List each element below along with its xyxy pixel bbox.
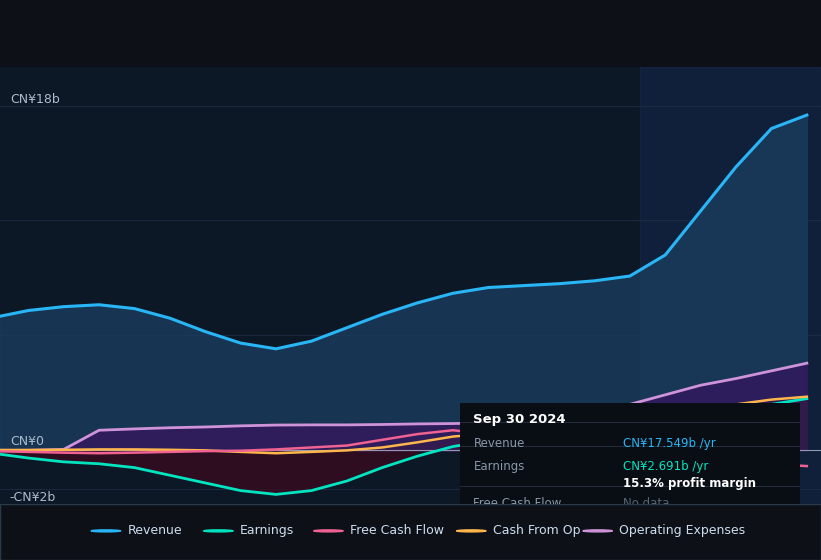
Text: Free Cash Flow: Free Cash Flow bbox=[350, 524, 443, 538]
Text: CN¥2.691b /yr: CN¥2.691b /yr bbox=[623, 460, 709, 473]
Text: No data: No data bbox=[623, 517, 670, 530]
Text: Cash From Op: Cash From Op bbox=[493, 524, 580, 538]
Circle shape bbox=[583, 530, 612, 532]
Text: CN¥0: CN¥0 bbox=[10, 435, 44, 448]
Text: Earnings: Earnings bbox=[240, 524, 294, 538]
Text: Sep 30 2024: Sep 30 2024 bbox=[474, 413, 566, 426]
Bar bbox=[640, 67, 821, 504]
Circle shape bbox=[91, 530, 121, 532]
Text: Earnings: Earnings bbox=[474, 460, 525, 473]
Text: Revenue: Revenue bbox=[127, 524, 182, 538]
Text: CN¥4.567b /yr: CN¥4.567b /yr bbox=[623, 538, 709, 550]
Text: Operating Expenses: Operating Expenses bbox=[619, 524, 745, 538]
Text: 15.3% profit margin: 15.3% profit margin bbox=[623, 478, 756, 491]
Circle shape bbox=[204, 530, 233, 532]
Text: -CN¥2b: -CN¥2b bbox=[10, 491, 56, 504]
Text: CN¥18b: CN¥18b bbox=[10, 92, 60, 105]
Text: CN¥17.549b /yr: CN¥17.549b /yr bbox=[623, 437, 716, 450]
Text: Operating Expenses: Operating Expenses bbox=[474, 538, 593, 550]
Text: Cash From Op: Cash From Op bbox=[474, 517, 556, 530]
Circle shape bbox=[456, 530, 486, 532]
Text: Free Cash Flow: Free Cash Flow bbox=[474, 497, 562, 511]
Text: No data: No data bbox=[623, 497, 670, 511]
Circle shape bbox=[314, 530, 343, 532]
Text: Revenue: Revenue bbox=[474, 437, 525, 450]
